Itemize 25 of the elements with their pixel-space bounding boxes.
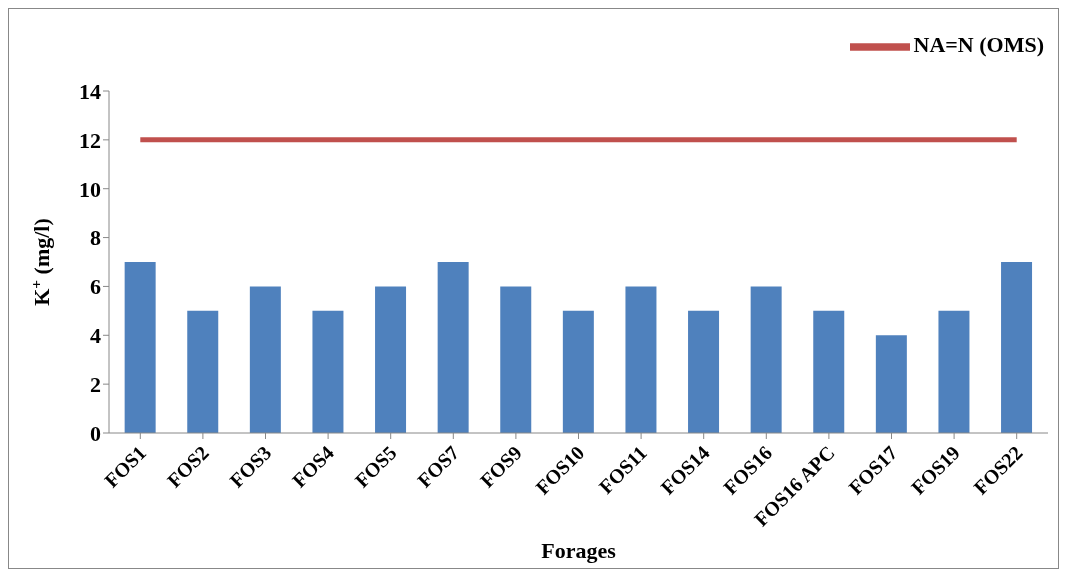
- bar: [688, 310, 720, 433]
- y-tick-label: 0: [90, 420, 101, 446]
- bar: [249, 286, 281, 433]
- y-tick-label: 4: [90, 323, 101, 349]
- bar: [312, 310, 344, 433]
- y-tick-label: 10: [79, 176, 101, 202]
- bar: [938, 310, 970, 433]
- bar: [562, 310, 594, 433]
- bar: [187, 310, 219, 433]
- y-tick-label: 6: [90, 274, 101, 300]
- bar: [1001, 262, 1033, 433]
- y-tick-label: 8: [90, 225, 101, 251]
- bar: [437, 262, 469, 433]
- y-tick-label: 12: [79, 127, 101, 153]
- bar: [875, 335, 907, 433]
- y-tick-label: 2: [90, 371, 101, 397]
- bar: [124, 262, 156, 433]
- x-axis-title: Forages: [541, 538, 617, 563]
- bar: [625, 286, 657, 433]
- legend-label: NA=N (OMS): [913, 32, 1044, 58]
- bar: [750, 286, 782, 433]
- bar: [813, 310, 845, 433]
- bar: [375, 286, 407, 433]
- bar: [500, 286, 532, 433]
- y-tick-label: 14: [79, 78, 101, 104]
